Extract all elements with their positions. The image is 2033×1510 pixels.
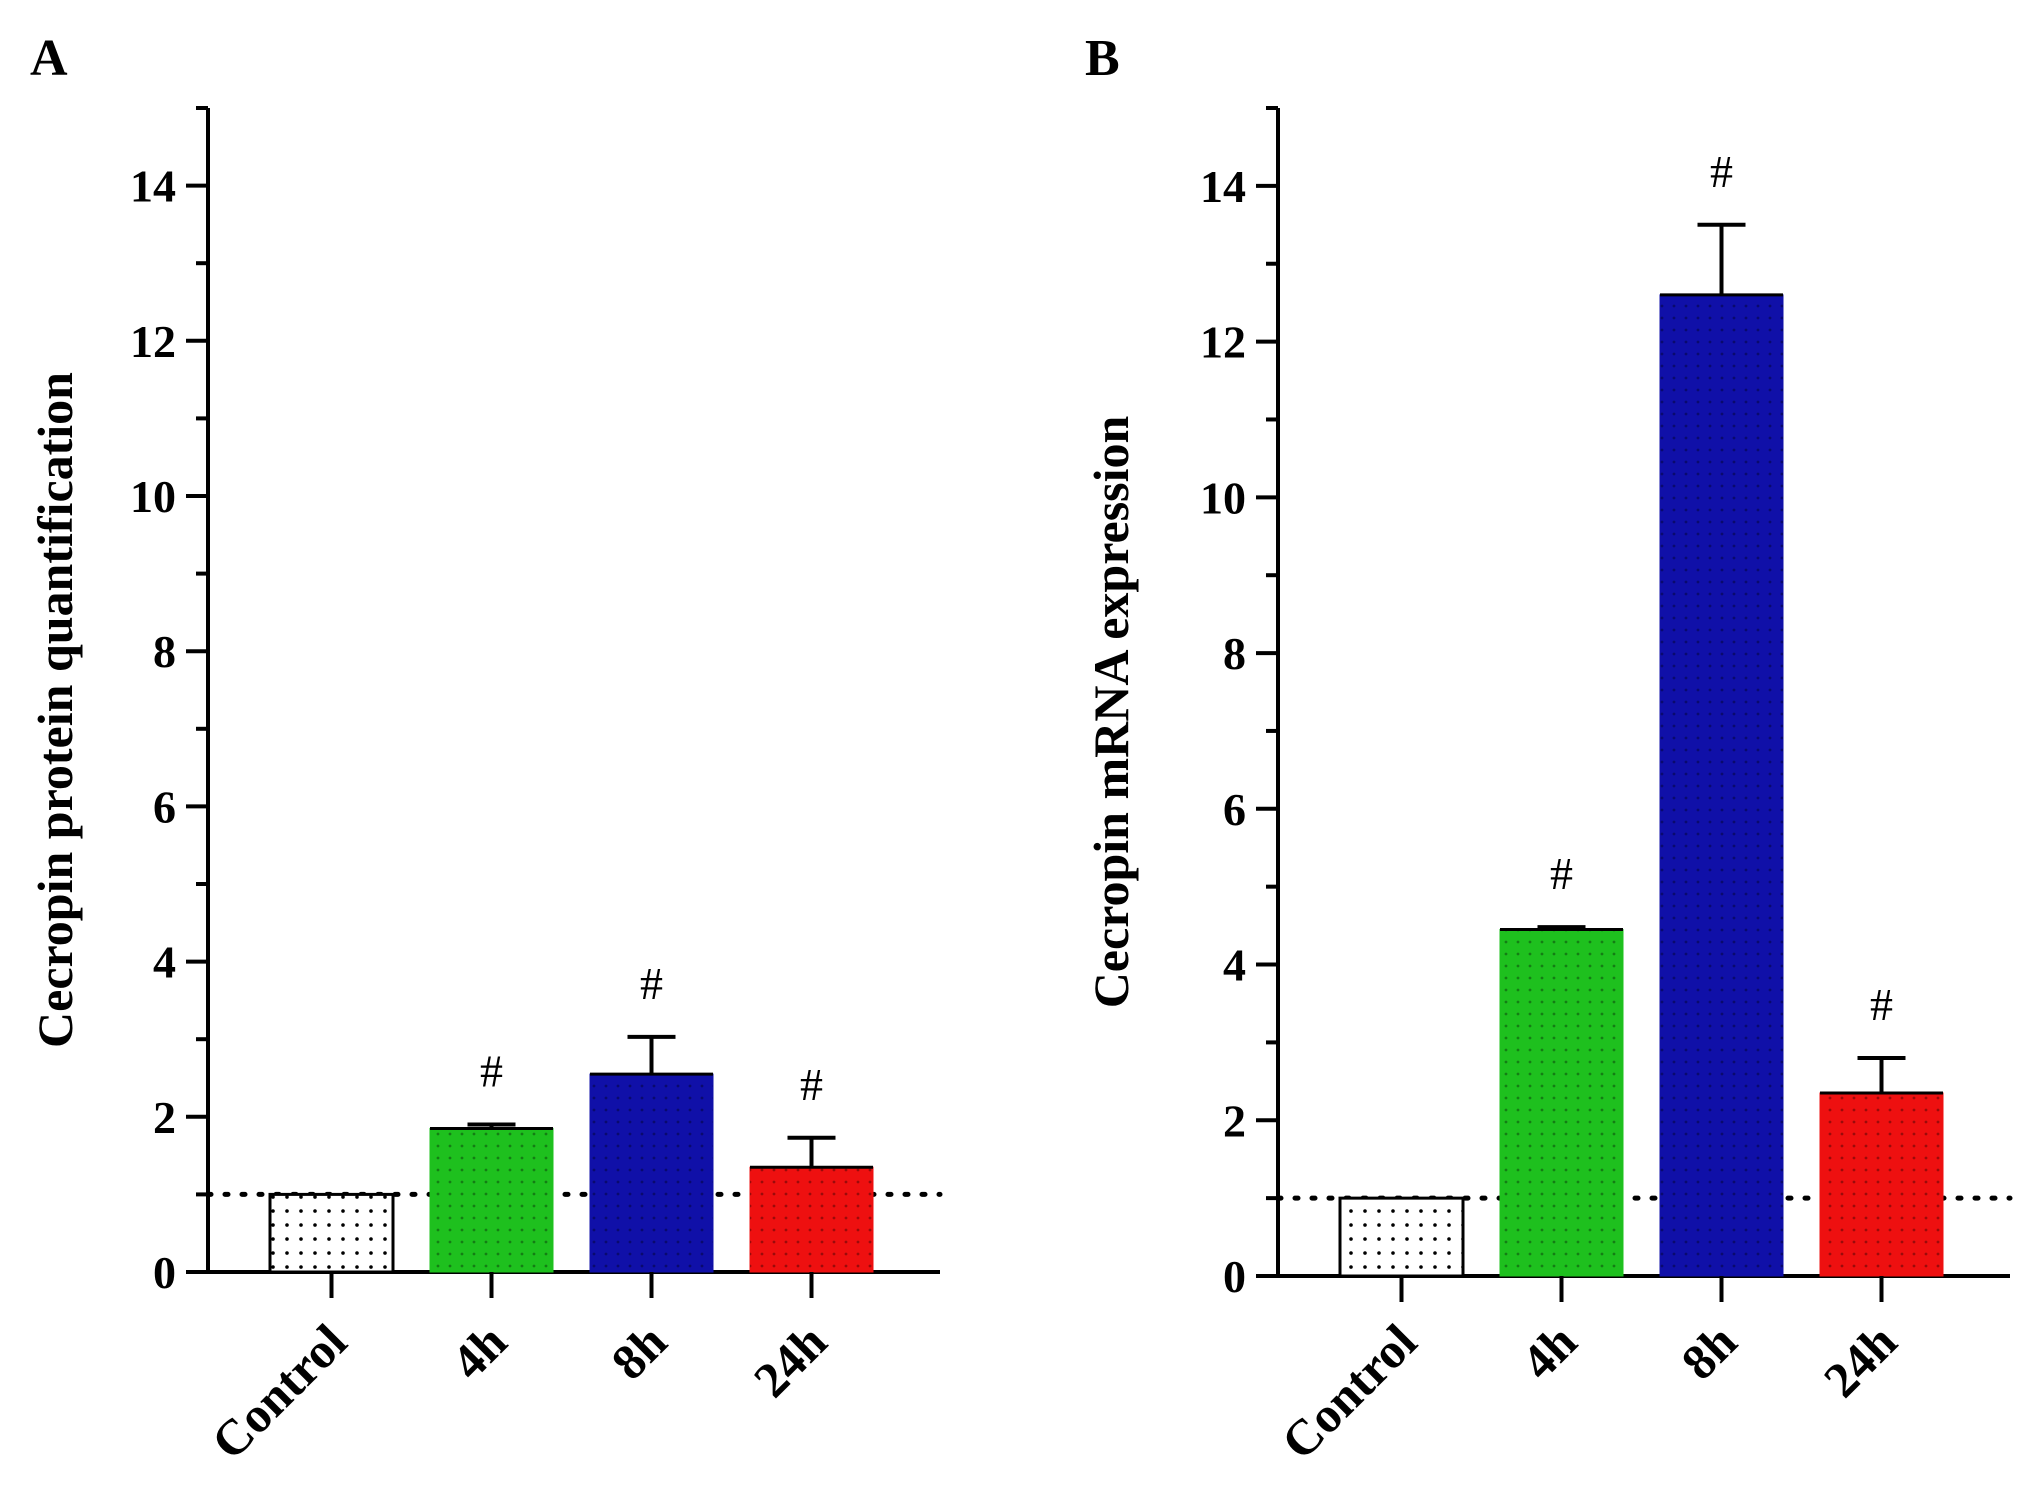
significance-mark: # bbox=[640, 958, 663, 1009]
panel-label-b: B bbox=[1085, 30, 1120, 87]
y-tick-label: 10 bbox=[130, 471, 176, 522]
significance-mark: # bbox=[1710, 146, 1733, 197]
category-label-24h: 24h bbox=[1813, 1313, 1908, 1408]
significance-mark: # bbox=[800, 1059, 823, 1110]
y-tick-label: 4 bbox=[153, 937, 176, 988]
significance-mark: # bbox=[1870, 979, 1893, 1030]
bar-texture bbox=[270, 1194, 393, 1272]
bar-texture bbox=[1500, 929, 1623, 1276]
y-tick-label: 8 bbox=[153, 626, 176, 677]
y-tick-label: 8 bbox=[1223, 628, 1246, 679]
y-tick-label: 14 bbox=[1200, 161, 1246, 212]
y-tick-label: 2 bbox=[1223, 1095, 1246, 1146]
y-tick-label: 2 bbox=[153, 1092, 176, 1143]
y-tick-label: 4 bbox=[1223, 940, 1246, 991]
y-tick-label: 0 bbox=[1223, 1251, 1246, 1302]
y-tick-label: 0 bbox=[153, 1247, 176, 1298]
y-tick-label: 12 bbox=[1200, 317, 1246, 368]
category-label-24h: 24h bbox=[743, 1313, 838, 1408]
y-tick-label: 6 bbox=[1223, 784, 1246, 835]
y-axis-title-b: Cecropin mRNA expression bbox=[1083, 416, 1139, 1009]
bar-texture bbox=[1820, 1093, 1943, 1276]
panel-b-chart: B Cecropin mRNA expression 0 2 4 6 8 10 12 14 Co… bbox=[1083, 30, 2013, 1470]
bar-texture bbox=[1660, 294, 1783, 1276]
y-tick-label: 6 bbox=[153, 781, 176, 832]
bar-texture bbox=[750, 1167, 873, 1272]
category-label-8h: 8h bbox=[600, 1313, 677, 1390]
category-label-4h: 4h bbox=[1510, 1313, 1587, 1390]
panel-a-chart: A Cecropin protein quantification 0 2 4 6 8 1… bbox=[27, 30, 943, 1470]
y-tick-label: 14 bbox=[130, 161, 176, 212]
y-tick-label: 10 bbox=[1200, 472, 1246, 523]
significance-mark: # bbox=[1550, 848, 1573, 899]
bar-texture bbox=[590, 1074, 713, 1272]
panel-label-a: A bbox=[30, 30, 68, 87]
y-tick-label: 12 bbox=[130, 316, 176, 367]
bar-texture bbox=[1340, 1198, 1463, 1276]
category-label-control: Control bbox=[1270, 1313, 1427, 1470]
significance-mark: # bbox=[480, 1046, 503, 1097]
bar-texture bbox=[430, 1128, 553, 1272]
category-label-8h: 8h bbox=[1670, 1313, 1747, 1390]
category-label-4h: 4h bbox=[440, 1313, 517, 1390]
y-axis-title-a: Cecropin protein quantification bbox=[27, 372, 83, 1048]
category-label-control: Control bbox=[200, 1313, 357, 1470]
